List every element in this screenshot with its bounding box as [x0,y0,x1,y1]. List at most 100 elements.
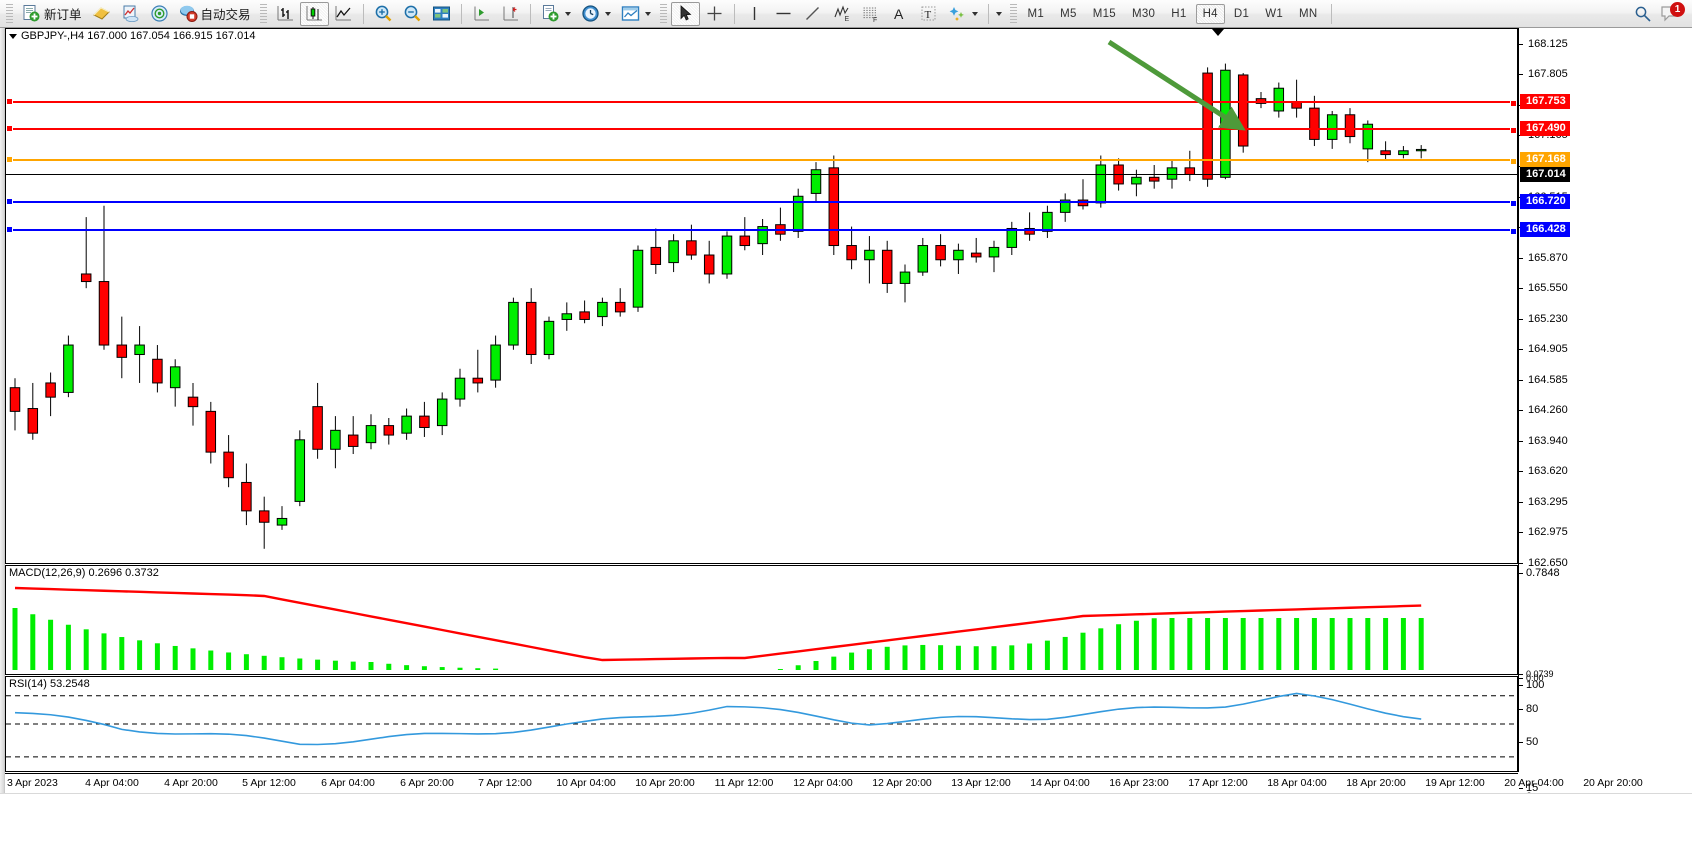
level-handle-resistance-2[interactable] [1510,127,1517,134]
objects-dropdown-arrow[interactable] [971,11,978,16]
new-order-button[interactable]: 新订单 [17,2,87,26]
level-line-resistance-2[interactable] [6,127,1517,134]
timeframe-d1[interactable]: D1 [1233,7,1250,20]
text-label-button[interactable]: T [914,2,943,26]
shift-end-icon [474,6,489,21]
price-tag-last-price[interactable]: 167.014 [1520,167,1570,182]
timeframe-m30[interactable]: M30 [1131,7,1156,20]
level-line-support-2[interactable] [6,228,1517,235]
vertical-line-button[interactable] [740,2,769,26]
level-handle-left-support-1[interactable] [6,198,13,205]
objects-button[interactable] [943,2,983,26]
level-handle-support-2[interactable] [1510,228,1517,235]
chart-workspace: GBPJPY-,H4 167.000 167.054 166.915 167.0… [0,28,1692,855]
candle-body [9,387,21,412]
price-tag-support-1[interactable]: 166.720 [1520,194,1570,209]
fibonacci-button[interactable]: F [856,2,885,26]
timeframe-m1[interactable]: M1 [1027,7,1045,20]
candle-body [810,169,822,194]
templates-button[interactable] [616,2,656,26]
signals-button[interactable] [145,2,174,26]
timeframe-m5[interactable]: M5 [1060,7,1077,20]
level-handle-pivot[interactable] [1510,158,1517,165]
level-handle-support-1[interactable] [1510,200,1517,207]
candle-body [1042,211,1053,232]
price-tag-support-2[interactable]: 166.428 [1520,222,1570,237]
level-handle-left-resistance-1[interactable] [6,98,13,105]
candle-body [988,246,1000,258]
candle-body [864,249,875,261]
crosshair-button[interactable] [700,2,729,26]
price-tag-resistance-2[interactable]: 167.490 [1520,121,1570,136]
data-window-button[interactable] [427,2,456,26]
price-tag-resistance-1[interactable]: 167.753 [1520,94,1570,109]
candle-body [917,245,929,273]
level-line-pivot[interactable] [6,158,1517,165]
time-label: 19 Apr 12:00 [1425,777,1485,789]
toolbar-separator-3 [529,3,531,24]
timeframe-w1[interactable]: W1 [1265,7,1284,20]
search-icon[interactable] [1634,5,1652,23]
timeframe-mn[interactable]: MN [1299,7,1318,20]
vertical-scrollbar[interactable] [0,28,5,840]
indicators-dropdown-arrow[interactable] [564,11,571,16]
price-tag-pivot[interactable]: 167.168 [1520,152,1570,167]
notification-button[interactable]: 1 [1660,1,1685,24]
text-button[interactable]: A [885,2,914,26]
autotrade-button[interactable]: 自动交易 [174,2,256,26]
level-handle-left-support-2[interactable] [6,226,13,233]
cursor-button[interactable] [670,1,700,26]
svg-text:A: A [894,6,904,22]
rsi-pane[interactable]: RSI(14) 53.2548 [5,676,1518,772]
macd-pane[interactable]: MACD(12,26,9) 0.2696 0.3732 [5,565,1518,675]
candle-body [846,245,857,261]
toolbar-grip-standard[interactable] [6,3,13,24]
timeframe-m15[interactable]: M15 [1092,7,1116,20]
level-handle-resistance-1[interactable] [1510,100,1517,107]
candle-body [312,406,323,450]
text-icon: A [894,6,904,22]
candle-body [472,377,484,384]
time-label: 5 Apr 12:00 [242,777,296,789]
period-dropdown-arrow[interactable] [604,11,611,16]
candle-body [579,311,590,320]
price-axis[interactable]: 168.125167.805167.485167.165166.835166.5… [1518,28,1692,803]
level-line-resistance-1[interactable] [6,100,1517,107]
zoom-out-button[interactable] [398,2,427,26]
zoom-in-button[interactable] [369,2,398,26]
candlestick-chart-button[interactable] [299,1,329,26]
objects-icon [949,7,964,21]
price-pane[interactable]: GBPJPY-,H4 167.000 167.054 166.915 167.0… [5,28,1518,564]
horizontal-line-button[interactable] [769,2,798,26]
timeframe-h1[interactable]: H1 [1171,7,1187,20]
downtrend-arrow[interactable] [6,29,1517,563]
candle-body [401,415,412,434]
expert-advisors-button[interactable] [87,2,116,26]
level-handle-left-pivot[interactable] [6,156,13,163]
toolbar-grip-objects[interactable] [659,3,667,24]
chart-collapse-arrow[interactable] [9,33,17,39]
candle-body [686,240,697,256]
period-button[interactable] [576,2,616,26]
indicators-button[interactable] [536,2,576,26]
toolbar-right-group: 1 [1634,1,1692,24]
level-handle-left-resistance-2[interactable] [6,125,13,132]
autoscroll-button[interactable] [496,2,525,26]
time-axis[interactable]: 3 Apr 2023 4 Apr 04:00 4 Apr 20:00 5 Apr 12… [5,773,1643,793]
price-tick: 163.620 [1519,466,1692,477]
market-watch-button[interactable] [116,2,145,26]
shift-end-button[interactable] [467,2,496,26]
templates-dropdown-arrow[interactable] [644,11,651,16]
level-line-support-1[interactable] [6,200,1517,207]
notification-badge: 1 [1670,1,1685,17]
bar-chart-button[interactable] [271,2,300,26]
toolbar-overflow-arrow[interactable] [995,11,1002,16]
price-tick: 167.805 [1519,69,1692,80]
toolbar-grip-timeframes[interactable] [1009,3,1017,24]
elliott-wave-button[interactable]: E [827,2,856,26]
timeframe-h4[interactable]: H4 [1195,3,1225,24]
toolbar-grip-charts[interactable] [259,3,267,24]
svg-text:F: F [873,17,877,23]
trendline-button[interactable] [798,2,827,26]
line-chart-button[interactable] [329,2,358,26]
